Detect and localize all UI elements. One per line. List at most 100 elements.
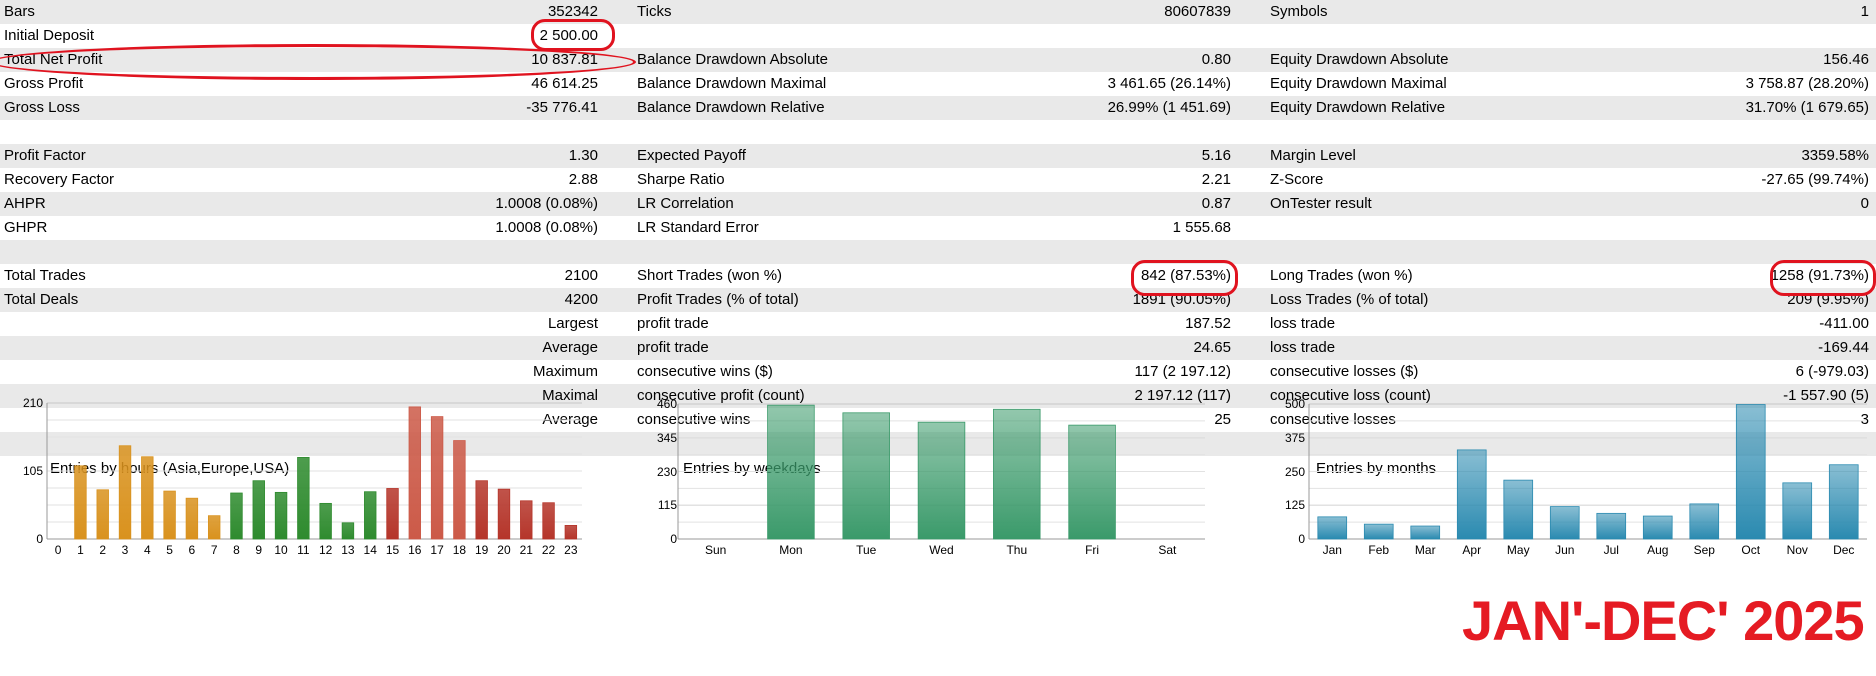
metric-value: 117 (2 197.12) [1134, 363, 1231, 380]
bar-20 [497, 488, 511, 540]
x-tick-label: Oct [1741, 543, 1761, 557]
chart-entries-by-hours: Entries by hours (Asia,Europe,USA) 0 105 2… [0, 396, 600, 676]
x-tick-label: May [1506, 543, 1530, 557]
x-tick-label: Feb [1368, 543, 1390, 557]
bar-7 [207, 515, 221, 540]
y-tick-label: 210 [22, 396, 43, 410]
report-row: Largest profit trade 187.52 loss trade -411.… [0, 312, 1876, 336]
bar-2 [96, 489, 109, 540]
metric-label: consecutive losses [1270, 411, 1396, 428]
metric-value: 2 500.00 [539, 27, 598, 44]
bar-3 [118, 445, 132, 540]
metric-label: consecutive wins ($) [637, 363, 773, 380]
metric-label: Equity Drawdown Relative [1270, 99, 1446, 116]
metric-value: Largest [547, 315, 598, 332]
report-row: Gross Loss -35 776.41 Balance Drawdown Rel… [0, 96, 1876, 120]
bar-16 [408, 406, 422, 540]
metric-label: Margin Level [1270, 147, 1356, 164]
x-tick-label: 7 [210, 543, 218, 557]
metric-label: Equity Drawdown Absolute [1270, 51, 1449, 68]
bar-fri [1068, 424, 1116, 540]
y-tick-label: 0 [36, 532, 43, 546]
x-tick-label: Thu [1006, 543, 1028, 557]
bar-4 [141, 456, 154, 540]
x-tick-label: 0 [54, 543, 62, 557]
bar-nov [1782, 482, 1813, 540]
metric-label: consecutive profit (count) [637, 387, 805, 404]
x-tick-label: Mar [1414, 543, 1436, 557]
x-tick-label: 10 [274, 543, 288, 557]
metric-value: 3359.58% [1801, 147, 1869, 164]
report-row: Recovery Factor 2.88 Sharpe Ratio 2.21 Z-Sco… [0, 168, 1876, 192]
metric-label: Equity Drawdown Maximal [1270, 75, 1447, 92]
chart-plot [677, 403, 1205, 540]
metric-label: Expected Payoff [637, 147, 746, 164]
x-tick-label: Nov [1786, 543, 1808, 557]
x-tick-label: 4 [143, 543, 151, 557]
metric-value: 31.70% (1 679.65) [1745, 99, 1869, 116]
x-tick-label: Jun [1555, 543, 1575, 557]
metric-label: LR Correlation [637, 195, 734, 212]
metric-value: 1 555.68 [1172, 219, 1231, 236]
x-tick-label: Fri [1085, 543, 1100, 557]
x-tick-label: 19 [475, 543, 489, 557]
metric-label: Profit Trades (% of total) [637, 291, 799, 308]
bar-11 [297, 457, 310, 540]
x-tick-label: Jul [1603, 543, 1619, 557]
metric-label: Profit Factor [4, 147, 86, 164]
metric-value: 1.30 [568, 147, 598, 164]
bar-5 [163, 490, 176, 540]
metric-label: Total Deals [4, 291, 79, 308]
metric-value: 3 461.65 (26.14%) [1107, 75, 1231, 92]
x-tick-label: 12 [318, 543, 333, 557]
metric-value: 187.52 [1185, 315, 1231, 332]
chart-title: Entries by hours (Asia,Europe,USA) [50, 460, 290, 477]
metric-value: -35 776.41 [526, 99, 598, 116]
x-tick-label: 11 [297, 543, 310, 557]
x-tick-label: 14 [363, 543, 377, 557]
y-tick-label: 250 [1284, 464, 1305, 479]
bar-dec [1828, 464, 1859, 540]
bar-thu [993, 408, 1041, 540]
bar-22 [542, 502, 555, 540]
report-row: Initial Deposit 2 500.00 [0, 24, 1876, 48]
x-tick-label: Tue [856, 543, 877, 557]
metric-label: Sharpe Ratio [637, 171, 725, 188]
x-tick-label: 6 [188, 543, 196, 557]
metric-value: -411.00 [1819, 315, 1869, 332]
metric-value: Average [542, 339, 598, 356]
report-row: Average profit trade 24.65 loss trade -169.4… [0, 336, 1876, 360]
x-tick-label: Jan [1322, 543, 1342, 557]
metric-label: Total Net Profit [4, 51, 103, 68]
y-tick-label: 460 [656, 397, 677, 411]
y-tick-label: 345 [656, 430, 677, 445]
y-tick-label: 375 [1284, 430, 1305, 445]
report-row [0, 240, 1876, 264]
metric-value: Maximal [542, 387, 598, 404]
x-tick-label: 22 [541, 543, 556, 557]
metric-value: 1.0008 (0.08%) [495, 219, 598, 236]
bar-oct [1735, 404, 1766, 540]
metric-label: consecutive losses ($) [1270, 363, 1419, 380]
bar-12 [319, 502, 332, 540]
metric-label: LR Standard Error [637, 219, 759, 236]
metric-value: 6 (-979.03) [1795, 363, 1869, 380]
bar-mon [767, 404, 815, 540]
x-tick-label: 2 [99, 543, 107, 557]
bar-18 [453, 440, 466, 540]
metric-label: Balance Drawdown Absolute [637, 51, 828, 68]
metric-label: Z-Score [1270, 171, 1324, 188]
report-row: Profit Factor 1.30 Expected Payoff 5.16 Marg… [0, 144, 1876, 168]
x-tick-label: Mon [779, 543, 803, 557]
report-row: Total Deals 4200 Profit Trades (% of total… [0, 288, 1876, 312]
bar-1 [74, 465, 87, 540]
y-tick-label: 125 [1284, 498, 1305, 513]
y-tick-label: 500 [1284, 397, 1305, 411]
bar-10 [274, 491, 288, 540]
metric-value: 2.88 [568, 171, 598, 188]
report-row: GHPR 1.0008 (0.08%) LR Standard Error 1 555… [0, 216, 1876, 240]
metric-value: 1.0008 (0.08%) [495, 195, 598, 212]
metric-value: Maximum [532, 363, 598, 380]
metric-value: 0 [1860, 195, 1869, 212]
x-tick-label: Sat [1158, 543, 1177, 557]
